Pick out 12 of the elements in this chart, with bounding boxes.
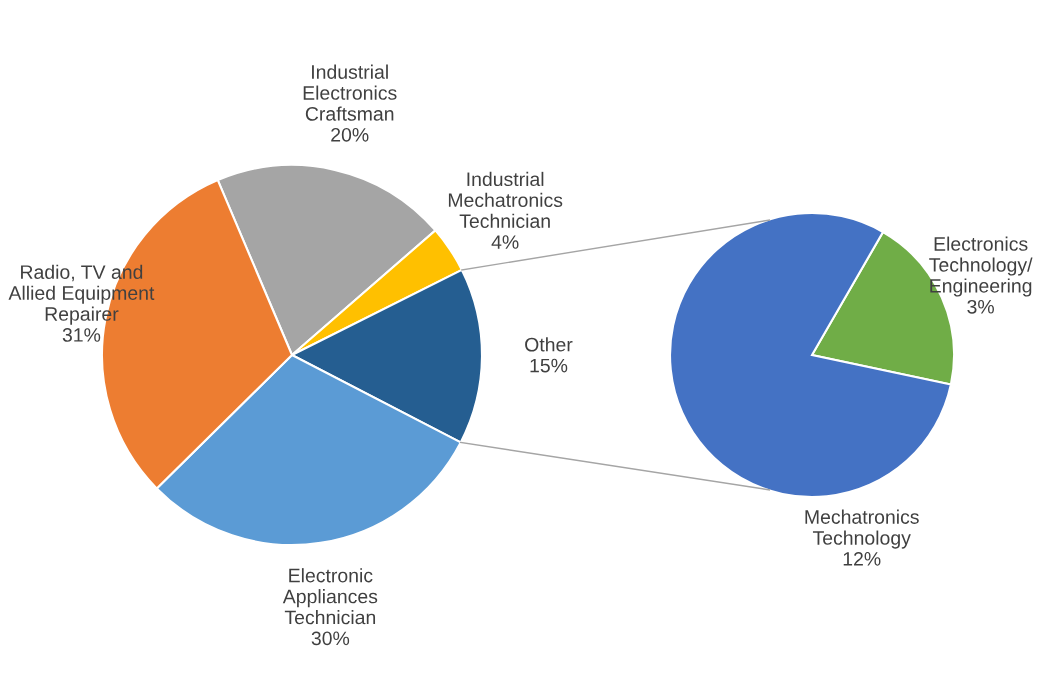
slice-label: Industrial Electronics Craftsman <box>303 64 397 121</box>
slice-label: Mechatronics Technology <box>805 509 919 549</box>
data-label: 12% <box>843 551 881 566</box>
data-label: 15% <box>530 358 568 373</box>
data-label: 3% <box>967 299 994 314</box>
slice-label: Industrial Mechatronics Technician <box>448 171 563 228</box>
data-label: 30% <box>311 631 350 646</box>
slice-label: Electronic Appliances Technician <box>282 568 378 625</box>
data-label: 4% <box>491 235 519 249</box>
data-label: 31% <box>62 328 101 342</box>
data-label: 20% <box>331 127 369 142</box>
slice-label: Other <box>525 337 573 352</box>
